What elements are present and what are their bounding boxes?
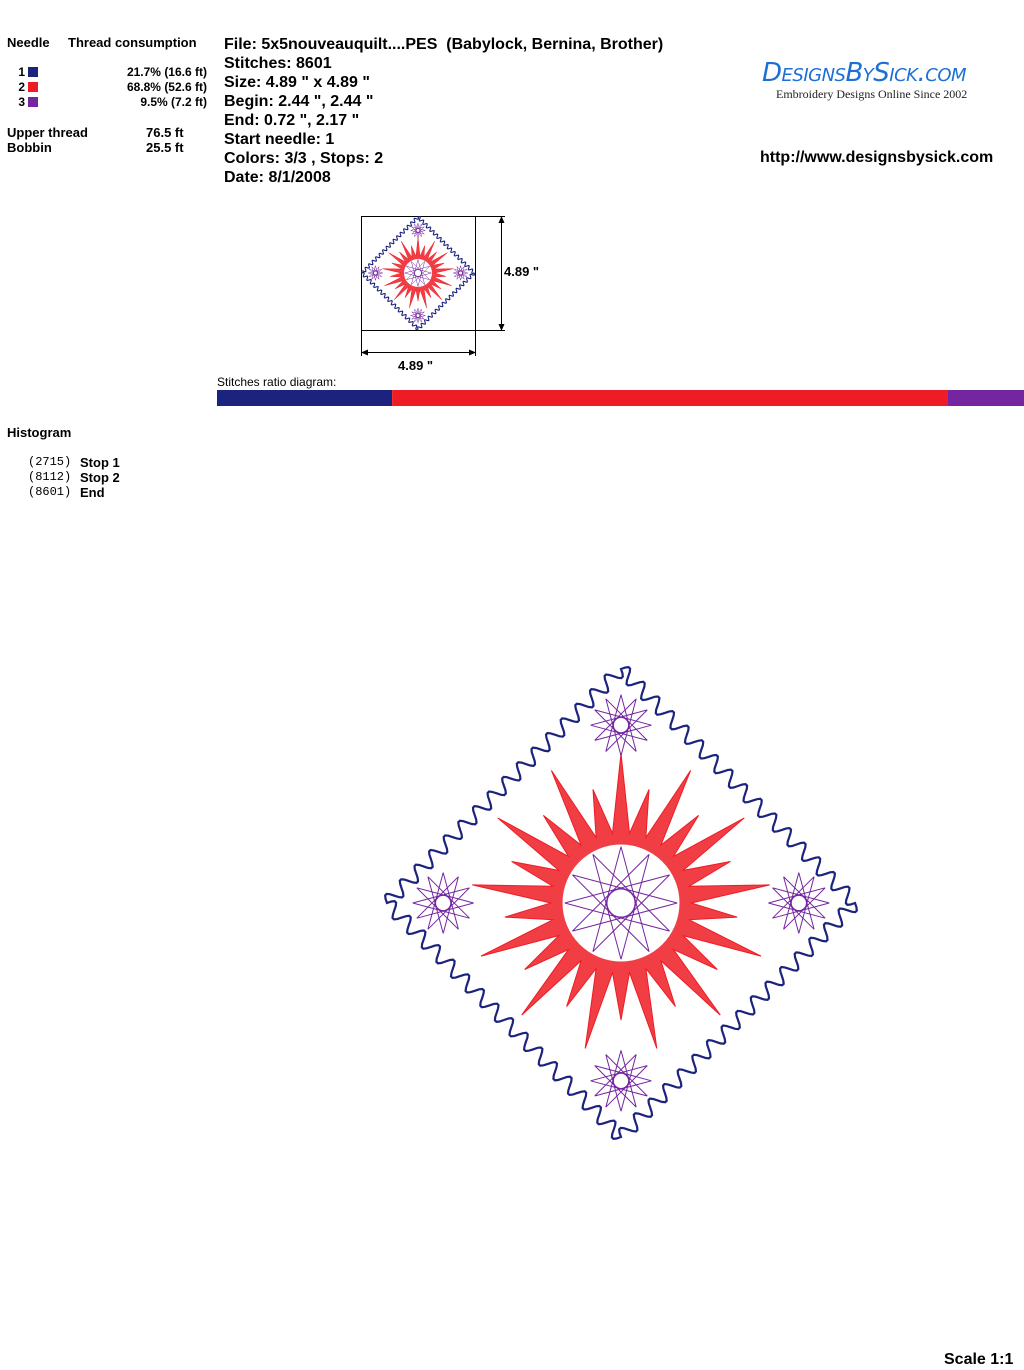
zigzag-border bbox=[384, 666, 858, 1140]
needle-header: Needle bbox=[7, 35, 50, 50]
ratio-segment bbox=[947, 390, 1024, 406]
star-center bbox=[790, 894, 807, 912]
needle-swatch bbox=[28, 97, 38, 107]
ratio-segment bbox=[392, 390, 948, 406]
file-info-line: Size: 4.89 " x 4.89 " bbox=[224, 74, 370, 91]
star bbox=[410, 223, 426, 238]
file-info: File: 5x5nouveauquilt....PES (Babylock, … bbox=[224, 35, 663, 187]
histogram-label: End bbox=[80, 485, 105, 500]
histogram-count: (8601) bbox=[28, 485, 72, 499]
design bbox=[384, 666, 858, 1140]
scale: Scale 1:1 bbox=[944, 1351, 1014, 1368]
histogram-title: Histogram bbox=[7, 425, 72, 440]
file-info-line: End: 0.72 ", 2.17 " bbox=[224, 112, 360, 129]
needle-consumption: 68.8% (52.6 ft) bbox=[126, 80, 207, 94]
histogram-label: Stop 2 bbox=[80, 470, 120, 485]
needle-number: 2 bbox=[18, 80, 25, 94]
file-info-line: File: 5x5nouveauquilt....PES (Babylock, … bbox=[224, 36, 664, 53]
logo-tagline: Embroidery Designs Online Since 2002 bbox=[776, 87, 968, 101]
star bbox=[412, 872, 474, 934]
logo-name: DesignsBySick.com bbox=[762, 58, 967, 88]
histogram-count: (8112) bbox=[28, 470, 72, 484]
needle-consumption: 21.7% (16.6 ft) bbox=[126, 65, 207, 79]
star bbox=[590, 694, 652, 756]
star-center bbox=[458, 270, 463, 276]
histogram-count: (2715) bbox=[28, 455, 72, 469]
sun-center bbox=[562, 844, 680, 962]
sun-center bbox=[404, 259, 432, 287]
needle-swatch bbox=[28, 67, 38, 77]
file-info-line: Begin: 2.44 ", 2.44 " bbox=[224, 93, 374, 110]
design bbox=[361, 216, 475, 330]
url: http://www.designsbysick.com bbox=[760, 149, 994, 166]
star-center bbox=[415, 228, 421, 233]
file-info-line: Start needle: 1 bbox=[224, 131, 335, 148]
thumbnail-width: 4.89 " bbox=[398, 358, 434, 373]
star-center bbox=[373, 270, 378, 276]
star-center bbox=[612, 1072, 630, 1089]
arrow bbox=[361, 216, 505, 356]
needle-consumption: 9.5% (7.2 ft) bbox=[140, 95, 207, 109]
histogram-label: Stop 1 bbox=[80, 455, 120, 470]
star-center bbox=[435, 894, 452, 912]
star bbox=[453, 265, 468, 281]
needle-number: 3 bbox=[18, 95, 25, 109]
star bbox=[590, 1050, 652, 1112]
zigzag-border bbox=[361, 216, 475, 330]
file-info-line: Colors: 3/3 , Stops: 2 bbox=[224, 150, 384, 167]
star bbox=[768, 872, 830, 934]
ratio-segment bbox=[217, 390, 393, 406]
needle-number: 1 bbox=[18, 65, 25, 79]
star-center bbox=[612, 717, 630, 734]
total-value: 76.5 ft bbox=[146, 125, 184, 140]
file-info-line: Stitches: 8601 bbox=[224, 55, 332, 72]
total-value: 25.5 ft bbox=[146, 140, 184, 155]
star-center bbox=[414, 269, 422, 277]
thumbnail-height: 4.89 " bbox=[504, 264, 540, 279]
star-center bbox=[606, 888, 636, 918]
ratio-label: Stitches ratio diagram: bbox=[217, 375, 337, 389]
needle-swatch bbox=[28, 82, 38, 92]
total-label: Bobbin bbox=[7, 140, 52, 155]
file-info-line: Date: 8/1/2008 bbox=[224, 169, 331, 186]
star-center bbox=[415, 313, 421, 318]
consumption-header: Thread consumption bbox=[68, 35, 197, 50]
star bbox=[368, 265, 383, 281]
star bbox=[410, 308, 426, 323]
total-label: Upper thread bbox=[7, 125, 88, 140]
